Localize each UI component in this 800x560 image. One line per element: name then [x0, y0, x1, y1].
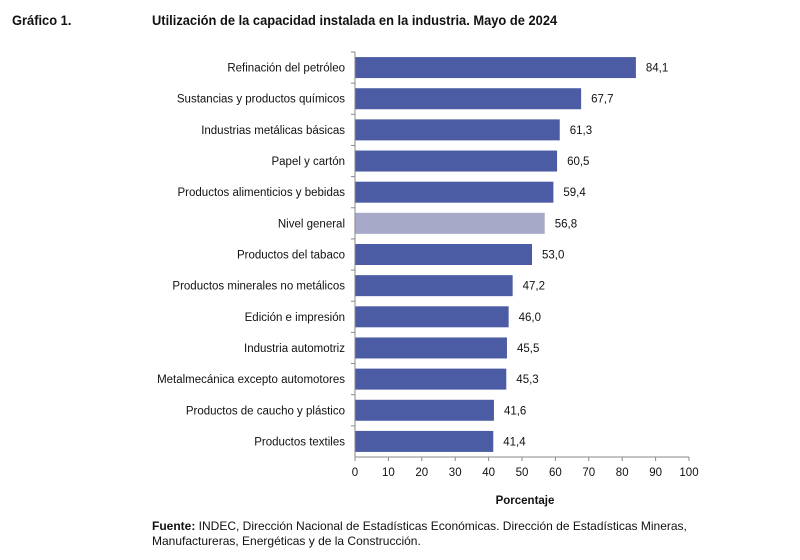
- source-label: Fuente:: [152, 519, 196, 533]
- source-note: Fuente: INDEC, Dirección Nacional de Est…: [152, 519, 712, 549]
- value-label: 84,1: [646, 63, 668, 75]
- bar: [355, 119, 560, 141]
- category-label: Nivel general: [278, 218, 345, 230]
- value-label: 47,2: [523, 281, 545, 293]
- value-label: 59,4: [563, 187, 586, 199]
- value-label: 41,4: [503, 436, 526, 448]
- x-tick-label: 0: [352, 467, 358, 479]
- x-tick-label: 50: [516, 467, 529, 479]
- value-label: 53,0: [542, 250, 564, 262]
- category-label: Edición e impresión: [245, 312, 345, 324]
- category-label: Sustancias y productos químicos: [177, 94, 345, 106]
- category-label: Industrias metálicas básicas: [201, 125, 345, 137]
- value-label: 45,3: [516, 374, 538, 386]
- chart-title: Utilización de la capacidad instalada en…: [152, 12, 558, 28]
- x-axis-title: Porcentaje: [496, 495, 555, 507]
- category-label: Industria automotriz: [244, 343, 345, 355]
- x-tick-label: 90: [649, 467, 662, 479]
- bar: [355, 306, 509, 328]
- bar: [355, 150, 558, 172]
- x-tick-label: 60: [549, 467, 562, 479]
- value-label: 60,5: [567, 156, 589, 168]
- bar: [355, 368, 507, 390]
- category-label: Productos minerales no metálicos: [172, 281, 345, 293]
- bar: [355, 430, 494, 452]
- bar: [355, 399, 494, 421]
- x-tick-label: 30: [449, 467, 462, 479]
- value-label: 67,7: [591, 94, 613, 106]
- category-label: Productos alimenticios y bebidas: [178, 187, 346, 199]
- x-tick-label: 100: [679, 467, 698, 479]
- category-label: Refinación del petróleo: [227, 63, 345, 75]
- category-label: Productos de caucho y plástico: [186, 405, 345, 417]
- category-label: Metalmecánica excepto automotores: [157, 374, 345, 386]
- bar: [355, 212, 545, 234]
- x-tick-label: 20: [415, 467, 428, 479]
- bar: [355, 181, 554, 203]
- figure-label: Gráfico 1.: [12, 12, 72, 28]
- bar: [355, 275, 513, 297]
- value-label: 45,5: [517, 343, 539, 355]
- category-label: Productos textiles: [254, 436, 345, 448]
- x-tick-label: 10: [382, 467, 395, 479]
- x-tick-label: 70: [582, 467, 595, 479]
- source-text: INDEC, Dirección Nacional de Estadística…: [152, 519, 687, 548]
- bar: [355, 88, 582, 110]
- x-tick-label: 40: [482, 467, 495, 479]
- category-label: Papel y cartón: [271, 156, 345, 168]
- category-label: Productos del tabaco: [237, 250, 345, 262]
- bar: [355, 337, 507, 359]
- bar: [355, 244, 533, 265]
- bar: [355, 57, 636, 79]
- value-label: 56,8: [555, 218, 577, 230]
- value-label: 41,6: [504, 405, 526, 417]
- x-tick-label: 80: [616, 467, 629, 479]
- value-label: 46,0: [519, 312, 541, 324]
- value-label: 61,3: [570, 125, 592, 137]
